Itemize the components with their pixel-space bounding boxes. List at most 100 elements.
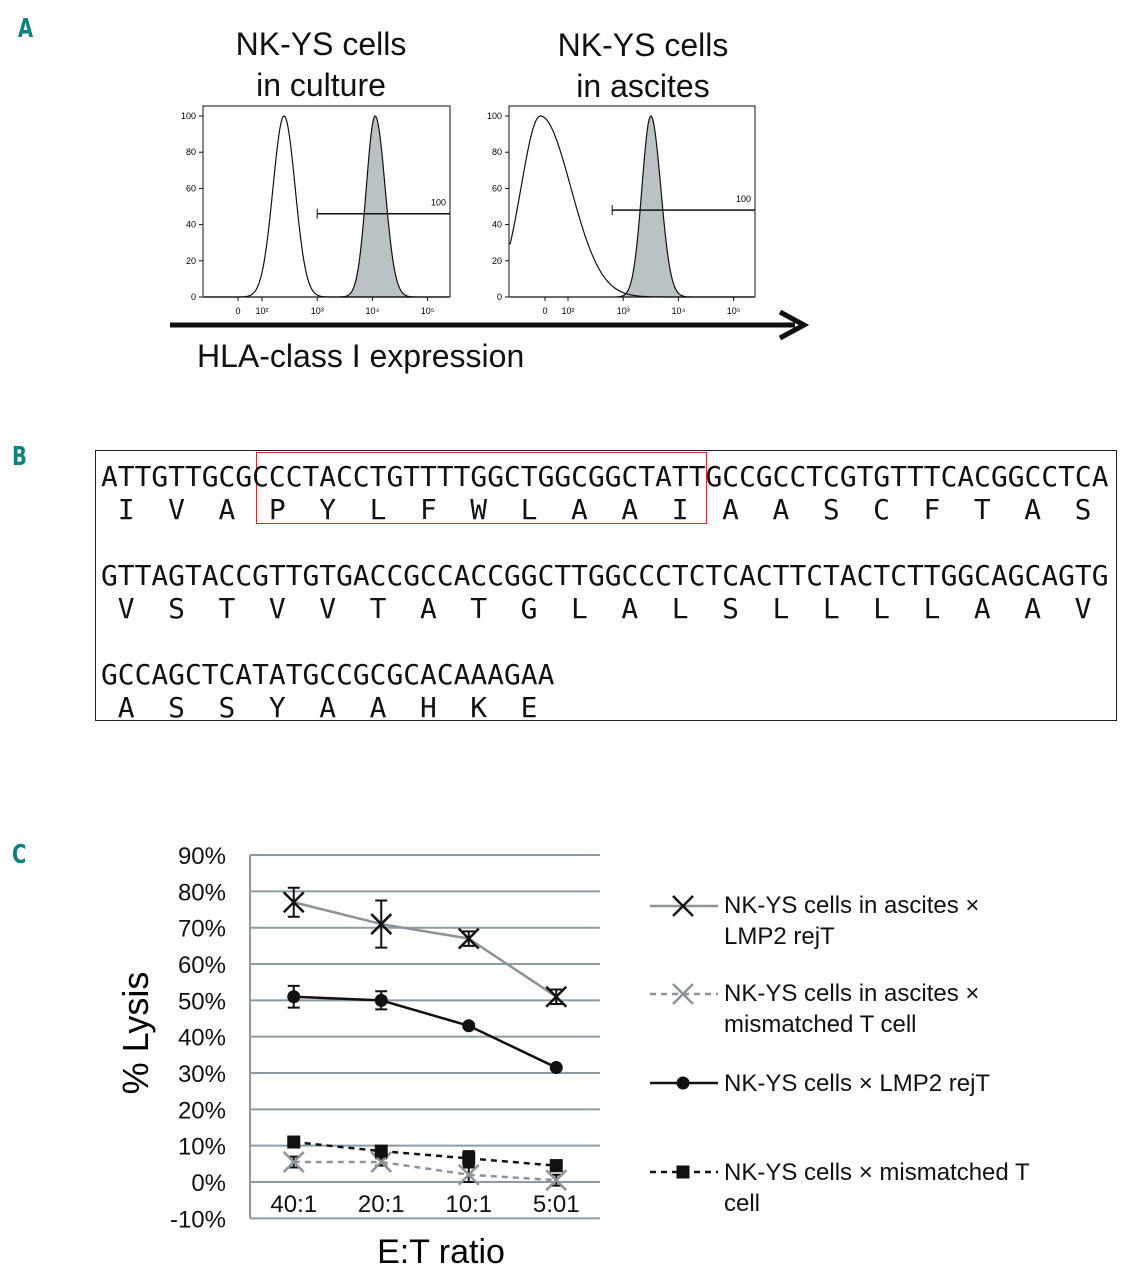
amino-acid: G [520,592,538,625]
hla-axis-label: HLA-class I expression [197,338,525,374]
y-tick-label: 30% [178,1061,226,1088]
amino-acid: L [520,493,538,526]
data-point [457,927,480,950]
flow-histogram: 0 20 40 60 80 100 0 10² 10³ 10⁴ 10⁵ 100 [487,105,756,316]
gate-label: 100 [736,194,751,204]
amino-acid: I [671,493,689,526]
epitope-highlight-box [256,452,707,524]
gate-label: 100 [431,198,446,208]
amino-acid: T [973,493,991,526]
amino-acid: A [722,493,739,526]
x-tick-label: 10² [561,306,574,316]
y-tick-label: 70% [178,916,226,943]
data-point [287,990,301,1004]
data-point [370,913,393,935]
legend-label: NK-YS cells × LMP2 rejT [724,1070,991,1097]
y-tick-label: 100 [181,111,196,121]
legend-entry: NK-YS cells × LMP2 rejT [724,1068,1104,1099]
x-axis-label: E:T ratio [377,1233,505,1271]
data-point [457,1163,480,1186]
amino-acid: A [117,691,135,724]
data-point [462,1019,476,1033]
dna-sequence: GTTAGTACCGTTGTGACCGCCACCGGCTTGGCCCTCTCAC… [101,559,1109,592]
histogram-title-ascites: NK-YS cells in ascites [493,25,793,107]
amino-acid: H [419,691,437,724]
x-tick-label: 20:1 [358,1191,405,1218]
arrow-head-icon [778,309,810,341]
data-point [462,1151,476,1165]
amino-acid: A [621,493,639,526]
legend-marker-icon [676,1076,690,1090]
title-line: in culture [256,67,386,103]
legend-entry: NK-YS cells in ascites × mismatched T cel… [724,978,1104,1040]
legend-marker-icon [676,1165,690,1179]
title-line: NK-YS cells [235,26,407,62]
y-tick-label: 80 [492,147,502,157]
panel-label-a: A [18,14,34,44]
y-tick-label: 40% [178,1025,226,1052]
stained-histogram [204,115,449,298]
amino-acid: T [470,592,488,625]
amino-acid: K [470,691,488,724]
legend-label: cell [724,1190,761,1217]
data-point [545,1169,568,1192]
amino-acid: V [117,592,135,625]
y-tick-label: 80% [178,879,226,906]
data-point [545,985,568,1008]
amino-acid: A [419,592,437,625]
x-tick-label: 10³ [617,306,630,316]
y-tick-label: 40 [492,220,502,230]
amino-acid: F [419,493,437,526]
series-line [293,995,557,1069]
series-4 [287,1135,718,1179]
amino-acid: V [1074,592,1092,625]
y-tick-label: 20 [492,256,502,266]
amino-acid: L [571,592,588,625]
amino-acid: Y [268,691,286,724]
dna-sequence: GCCAGCTCATATGCCGCGCACAAAGAA [101,658,555,691]
data-point [374,1144,388,1158]
sequence-box [95,450,1117,721]
amino-acid: L [671,592,689,625]
x-tick-label: 10:1 [445,1191,492,1218]
lysis-chart: -10% 0% 10% 20% 30% 40% 50% 60% 70% 80% 90% 40:1 20:… [115,843,718,1271]
data-point [282,891,305,914]
x-tick-label: 0 [235,306,240,316]
y-tick-label: 10% [178,1134,226,1161]
histogram-frame [202,105,451,298]
amino-acid: A [621,592,639,625]
amino-acid: T [369,592,387,625]
y-tick-label: 0 [191,292,196,302]
x-tick-label: 40:1 [270,1191,317,1218]
amino-acid: A [1024,493,1042,526]
data-point [549,1061,563,1075]
y-tick-label: 20 [186,256,196,266]
amino-acid: L [923,592,941,625]
series-3 [287,984,718,1090]
y-tick-label: 100 [487,111,502,121]
control-histogram [509,115,754,298]
amino-acid: I [117,493,135,526]
amino-acid: L [369,493,387,526]
histogram-frame [508,105,756,298]
amino-acid: V [268,592,286,625]
title-line: in ascites [576,68,710,104]
x-tick-label: 10² [255,306,268,316]
amino-acid: S [168,691,185,724]
amino-acid: A [319,691,337,724]
x-tick-label: 10⁵ [727,306,741,316]
flow-histogram: 0 20 40 60 80 100 0 10² 10³ 10⁴ 10⁵ 100 [181,105,451,316]
histogram-title-culture: NK-YS cells in culture [171,24,471,106]
amino-acid: Y [319,493,337,526]
amino-acid: L [873,592,890,625]
x-tick-label: 10⁵ [421,306,435,316]
x-tick-label: 5:01 [533,1191,580,1218]
amino-acid: W [470,493,488,526]
legend-label: NK-YS cells in ascites × [724,980,980,1007]
control-histogram [204,115,449,298]
